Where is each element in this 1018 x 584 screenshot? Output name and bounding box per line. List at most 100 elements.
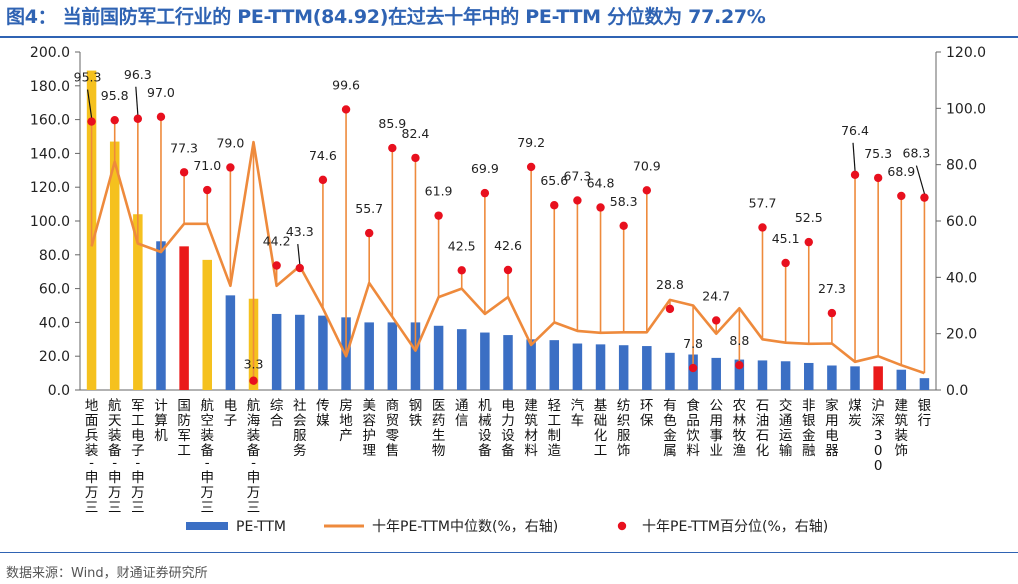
legend: PE-TTM 十年PE-TTM中位数(%，右轴) 十年PE-TTM百分位(%，右轴) (186, 519, 828, 535)
percentile-dot-医药生物 (434, 211, 443, 220)
source-note: 数据来源：Wind，财通证券研究所 (6, 566, 208, 581)
percentile-dot-机械设备 (480, 188, 490, 198)
data-label-沪深300: 75.3 (864, 146, 892, 161)
data-label-农林牧渔: 8.8 (729, 333, 749, 348)
legend-label-pe: PE-TTM (236, 519, 286, 535)
bar-纺织服饰 (618, 345, 629, 390)
bar-轻工制造 (549, 340, 560, 390)
category-label: 地面兵装-申万三 (85, 398, 99, 516)
label-leader (915, 165, 926, 194)
axes: 0.0 20.0 40.0 60.0 80.0 100.0 120.0 140.0 160.0 1… (30, 45, 986, 399)
category-label: 基础化工 (594, 397, 608, 459)
percentile-dot-银行 (920, 193, 929, 202)
legend-dot-swatch (617, 521, 627, 531)
data-label-美容护理: 55.7 (355, 201, 383, 216)
bar-基础化工 (595, 344, 606, 390)
bar-食品饮料 (688, 354, 698, 390)
category-label: 通信 (455, 398, 469, 429)
left-axis-tick-label: 200.0 (30, 45, 70, 61)
percentile-dot-航天装备-申万三 (110, 115, 119, 125)
data-label-公用事业: 24.7 (702, 288, 730, 303)
category-label: 医药生物 (432, 398, 446, 459)
percentile-dot-电力设备 (503, 265, 513, 275)
right-axis-tick-label: 80.0 (946, 158, 977, 174)
right-axis-tick-label: 120.0 (946, 45, 986, 61)
category-label: 电子 (224, 398, 238, 429)
data-label-通信: 42.5 (448, 238, 476, 253)
data-label-交通运输: 45.1 (772, 231, 800, 246)
data-label-煤炭: 76.4 (841, 123, 869, 138)
percentile-dot-地面兵装-申万三 (87, 117, 96, 126)
bar-汽车 (572, 343, 583, 390)
category-label: 美容护理 (362, 398, 376, 459)
category-label: 房地产 (339, 398, 353, 444)
label-leader (297, 243, 301, 265)
data-label-医药生物: 61.9 (425, 184, 453, 199)
data-label-基础化工: 64.8 (587, 175, 615, 190)
category-label: 国防军工 (177, 398, 191, 459)
bar-建筑材料 (526, 339, 536, 390)
category-label: 商贸零售 (386, 398, 400, 459)
right-axis-tick-label: 60.0 (946, 214, 977, 230)
median-line (90, 140, 925, 375)
left-axis-tick-label: 180.0 (30, 79, 70, 95)
category-label: 纺织服饰 (617, 398, 631, 459)
left-axis-tick-label: 140.0 (30, 146, 70, 162)
bar-通信 (456, 329, 467, 390)
left-axis-tick-label: 120.0 (30, 180, 70, 196)
bar-电力设备 (503, 335, 513, 390)
bar-国防军工 (179, 246, 189, 390)
bar-计算机 (156, 241, 166, 390)
data-label-机械设备: 69.9 (471, 161, 499, 176)
bar-煤炭 (850, 366, 860, 390)
category-label: 传媒 (316, 398, 330, 429)
bar-非银金融 (804, 362, 814, 390)
percentile-dot-建筑材料 (526, 162, 536, 172)
left-axis-tick-label: 0.0 (48, 383, 70, 399)
median-line-series (90, 140, 925, 375)
data-label-航天装备-申万三: 95.8 (101, 88, 129, 103)
data-label-房地产: 99.6 (332, 77, 360, 92)
category-label: 电力设备 (501, 398, 515, 459)
category-label: 食品饮料 (686, 397, 700, 459)
bar-建筑装饰 (896, 369, 907, 390)
category-label: 沪深 3 0 0 (871, 398, 885, 474)
category-label: 计算机 (154, 398, 168, 444)
category-labels: 地面兵装-申万三航天装备-申万三军工电子-申万三计算机国防军工航空装备-申万三电… (85, 397, 932, 516)
data-label-国防军工: 77.3 (170, 140, 198, 155)
percentile-dot-汽车 (573, 196, 582, 205)
percentile-dot-建筑装饰 (897, 191, 906, 201)
data-label-军工电子-申万三: 96.3 (124, 67, 152, 82)
category-label: 非银金融 (802, 398, 816, 459)
category-label: 军工电子-申万三 (131, 398, 145, 516)
percentile-dot-沪深300 (873, 173, 883, 183)
percentile-dot-环保 (642, 186, 652, 195)
category-label: 轻工制造 (548, 398, 562, 459)
category-label: 航天装备-申万三 (108, 398, 122, 516)
legend-label-median: 十年PE-TTM中位数(%，右轴) (372, 519, 558, 535)
percentile-dot-传媒 (318, 175, 328, 185)
percentile-dot-煤炭 (850, 170, 860, 180)
percentile-stems (90, 109, 926, 381)
bar-series (86, 70, 930, 390)
data-label-航海装备-申万三: 3.3 (244, 357, 264, 372)
data-label-商贸零售: 85.9 (378, 116, 406, 131)
category-label: 航空装备-申万三 (200, 398, 214, 516)
data-label-有色金属: 28.8 (656, 277, 684, 292)
percentile-dot-series (87, 105, 929, 385)
percentile-dot-国防军工 (179, 168, 189, 177)
category-label: 有色金属 (663, 398, 677, 459)
percentile-dot-农林牧渔 (735, 361, 744, 370)
right-axis-tick-label: 20.0 (946, 327, 977, 343)
category-label: 社会服务 (293, 398, 307, 459)
bar-美容护理 (364, 322, 374, 390)
data-label-食品饮料: 7.8 (683, 336, 703, 351)
bar-电子 (225, 295, 236, 390)
data-label-家用电器: 27.3 (818, 281, 846, 296)
data-label-电力设备: 42.6 (494, 238, 522, 253)
bar-石油石化 (757, 360, 768, 390)
bar-机械设备 (480, 332, 490, 390)
label-leader (86, 89, 93, 118)
label-leader (135, 86, 139, 115)
category-label: 机械设备 (478, 398, 492, 459)
